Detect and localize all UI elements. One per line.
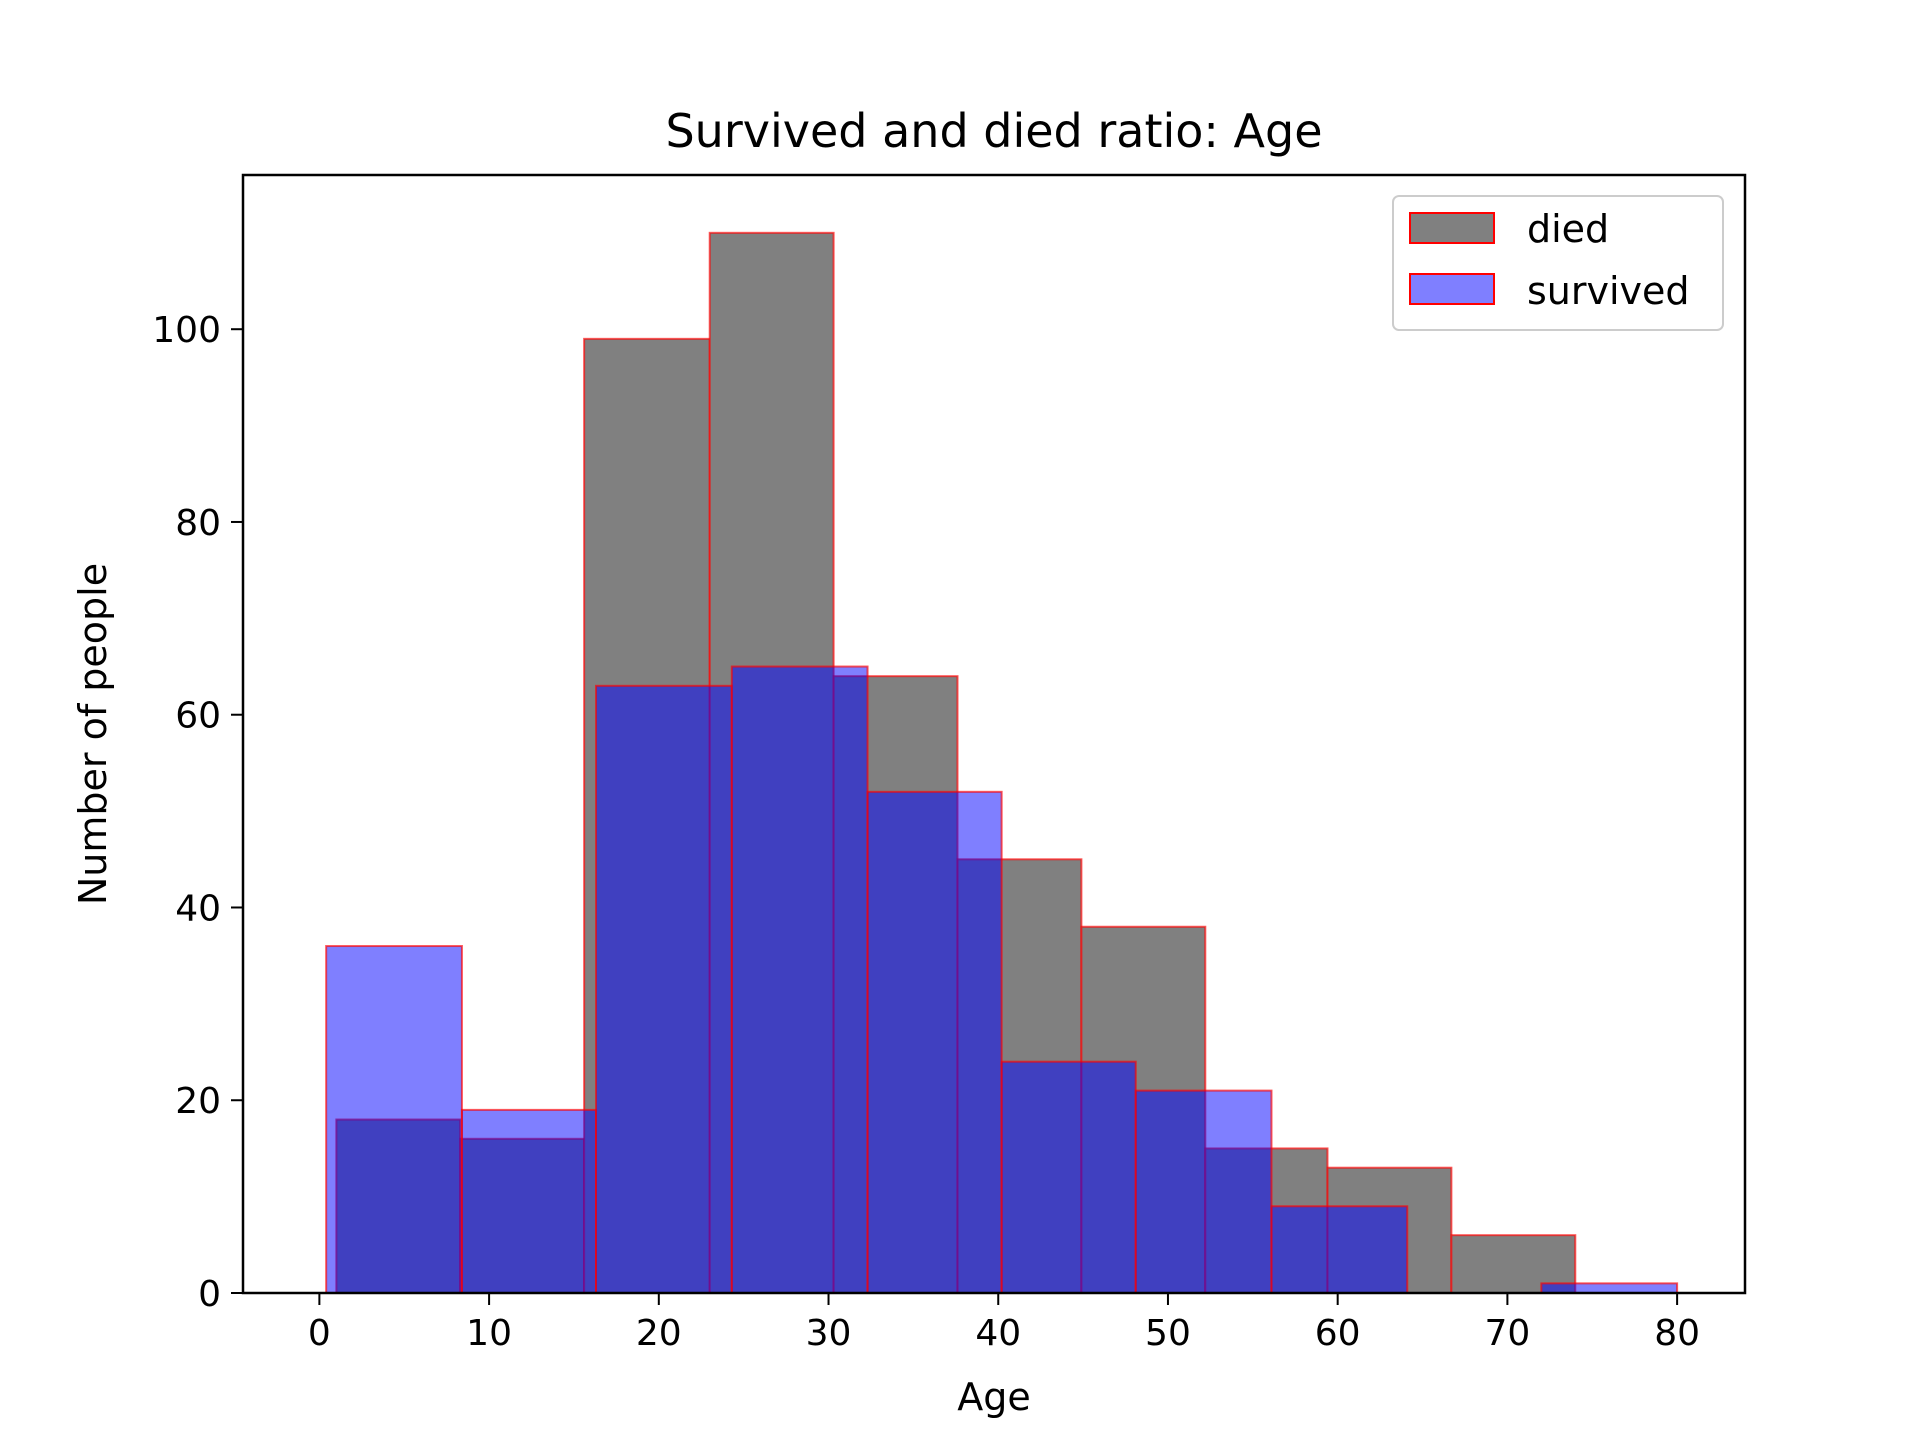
chart-title: Survived and died ratio: Age — [665, 104, 1322, 158]
bar-survived-2 — [595, 684, 733, 1294]
bar-survived-6 — [1134, 1089, 1273, 1294]
x-tick-label: 30 — [806, 1313, 852, 1354]
y-tick-label: 80 — [175, 503, 221, 544]
bar-survived-0 — [325, 945, 463, 1294]
y-tick-label: 100 — [152, 310, 221, 351]
legend-label-survived: survived — [1527, 269, 1690, 313]
plot-frame — [241, 173, 1747, 1295]
x-tick-label: 60 — [1315, 1313, 1361, 1354]
legend-swatch-survived — [1409, 273, 1495, 305]
legend-swatch-died — [1409, 212, 1495, 244]
x-tick-label: 10 — [466, 1313, 512, 1354]
bars-layer — [325, 231, 1679, 1295]
bar-survived-3 — [730, 665, 869, 1294]
x-tick-label: 40 — [975, 1313, 1021, 1354]
y-axis-label: Number of people — [71, 563, 115, 905]
x-tick-label: 20 — [636, 1313, 682, 1354]
x-tick-label: 0 — [308, 1313, 331, 1354]
bar-survived-9 — [1540, 1282, 1679, 1294]
y-axis: 0 20 40 60 80 100 — [152, 310, 243, 1315]
x-tick-label: 50 — [1145, 1313, 1191, 1354]
y-tick-label: 60 — [175, 696, 221, 737]
x-tick-label: 80 — [1654, 1313, 1700, 1354]
x-tick-label: 70 — [1484, 1313, 1530, 1354]
x-axis: 0 10 20 30 40 50 60 70 80 — [308, 1293, 1700, 1354]
legend-label-died: died — [1527, 207, 1609, 251]
y-tick-label: 40 — [175, 888, 221, 929]
x-axis-label: Age — [957, 1375, 1031, 1419]
legend: died survived — [1392, 195, 1724, 331]
bar-survived-5 — [1000, 1060, 1137, 1295]
bar-survived-4 — [866, 790, 1003, 1294]
y-tick-label: 20 — [175, 1081, 221, 1122]
y-tick-label: 0 — [198, 1274, 221, 1315]
bar-survived-1 — [460, 1108, 598, 1294]
bar-survived-7 — [1270, 1205, 1409, 1295]
